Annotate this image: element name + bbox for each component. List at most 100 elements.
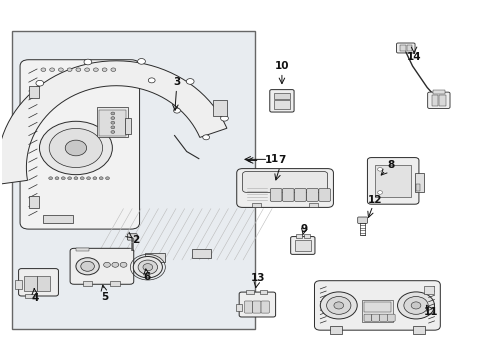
Circle shape [85,68,90,72]
Text: 11: 11 [423,307,438,317]
FancyBboxPatch shape [307,189,318,201]
Circle shape [99,177,103,180]
Circle shape [120,262,127,267]
Text: 5: 5 [101,292,109,302]
Circle shape [87,177,91,180]
Bar [192,249,211,258]
Bar [274,100,290,109]
Bar [400,45,406,51]
Bar [433,90,445,94]
Circle shape [138,260,158,274]
Circle shape [55,177,59,180]
Text: 4: 4 [31,293,39,303]
Circle shape [378,191,383,194]
Circle shape [81,261,95,271]
FancyBboxPatch shape [291,237,315,255]
Bar [246,289,254,294]
Circle shape [84,59,92,65]
Circle shape [74,177,78,180]
FancyBboxPatch shape [396,43,415,53]
FancyBboxPatch shape [380,314,388,321]
Circle shape [143,264,153,271]
Bar [407,45,412,51]
Text: 1: 1 [265,156,272,166]
FancyBboxPatch shape [368,158,419,204]
Circle shape [186,78,194,84]
Circle shape [111,131,115,134]
Circle shape [76,68,81,72]
FancyBboxPatch shape [20,60,140,229]
Circle shape [334,302,343,309]
Circle shape [133,257,162,278]
FancyBboxPatch shape [253,301,261,313]
Circle shape [41,68,46,72]
Circle shape [111,121,115,124]
Circle shape [36,80,44,86]
Bar [83,282,93,287]
Circle shape [58,68,63,72]
Bar [15,280,22,288]
Bar [146,253,165,262]
Bar [236,304,242,311]
Circle shape [411,302,421,309]
Bar [440,95,446,105]
Bar [362,300,393,321]
Bar [424,286,435,294]
Circle shape [93,177,97,180]
Bar [415,173,424,193]
Circle shape [94,68,98,72]
FancyBboxPatch shape [319,189,331,201]
Bar [29,196,40,208]
Circle shape [103,262,110,267]
Text: 9: 9 [301,224,308,234]
Text: 14: 14 [407,52,421,62]
FancyBboxPatch shape [282,189,294,201]
Bar [260,289,268,294]
Bar [364,302,391,312]
Bar [432,95,439,105]
Circle shape [404,297,428,314]
FancyBboxPatch shape [245,301,253,313]
Circle shape [111,117,115,120]
Bar [25,294,34,298]
Bar [97,107,128,137]
Bar [375,165,411,197]
FancyBboxPatch shape [315,281,441,330]
Circle shape [220,116,228,121]
Text: 13: 13 [250,273,265,283]
Circle shape [76,258,99,275]
Text: 6: 6 [143,272,150,282]
Bar [295,234,302,238]
FancyBboxPatch shape [237,168,333,207]
Bar [37,276,50,291]
Bar [125,118,131,134]
Text: 7: 7 [278,156,286,166]
FancyBboxPatch shape [70,248,134,284]
Polygon shape [0,61,227,184]
Bar [413,326,425,334]
Bar [99,110,126,135]
FancyBboxPatch shape [127,234,137,240]
FancyBboxPatch shape [270,189,282,201]
FancyBboxPatch shape [270,90,294,112]
Circle shape [65,140,87,156]
Text: 1: 1 [271,154,278,165]
Circle shape [327,297,351,314]
Text: 3: 3 [173,77,181,87]
Bar [309,203,318,207]
Bar [274,93,290,99]
Circle shape [138,59,146,64]
Circle shape [40,121,112,175]
Circle shape [61,177,65,180]
Circle shape [111,112,115,115]
Circle shape [203,135,210,140]
Circle shape [80,177,84,180]
Circle shape [111,68,116,72]
Bar [304,234,310,238]
Bar [29,86,40,98]
FancyBboxPatch shape [428,92,450,108]
Circle shape [173,108,180,113]
FancyBboxPatch shape [358,217,368,224]
Circle shape [378,167,383,171]
Text: 12: 12 [368,194,383,204]
